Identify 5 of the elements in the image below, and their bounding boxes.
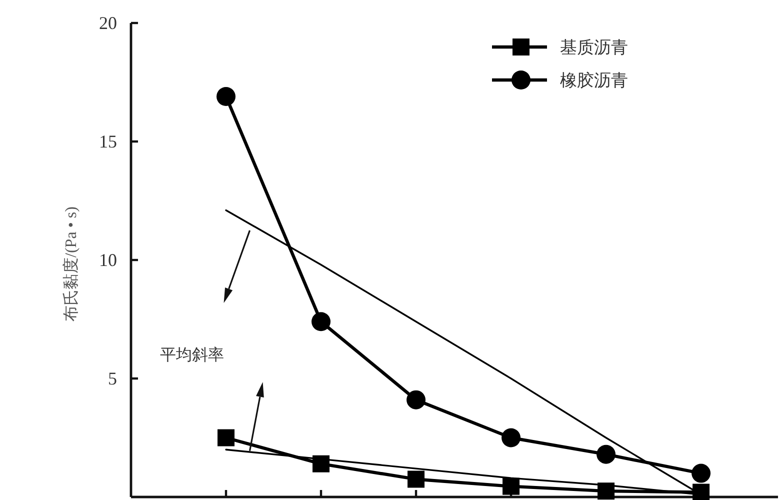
y-tick-label: 20 (99, 13, 117, 33)
y-tick-label: 10 (99, 250, 117, 270)
y-tick-label: 15 (99, 132, 117, 152)
y-tick-label: 5 (108, 368, 117, 388)
y-axis-title: 布氏黏度/(Pa • s) (63, 206, 80, 322)
